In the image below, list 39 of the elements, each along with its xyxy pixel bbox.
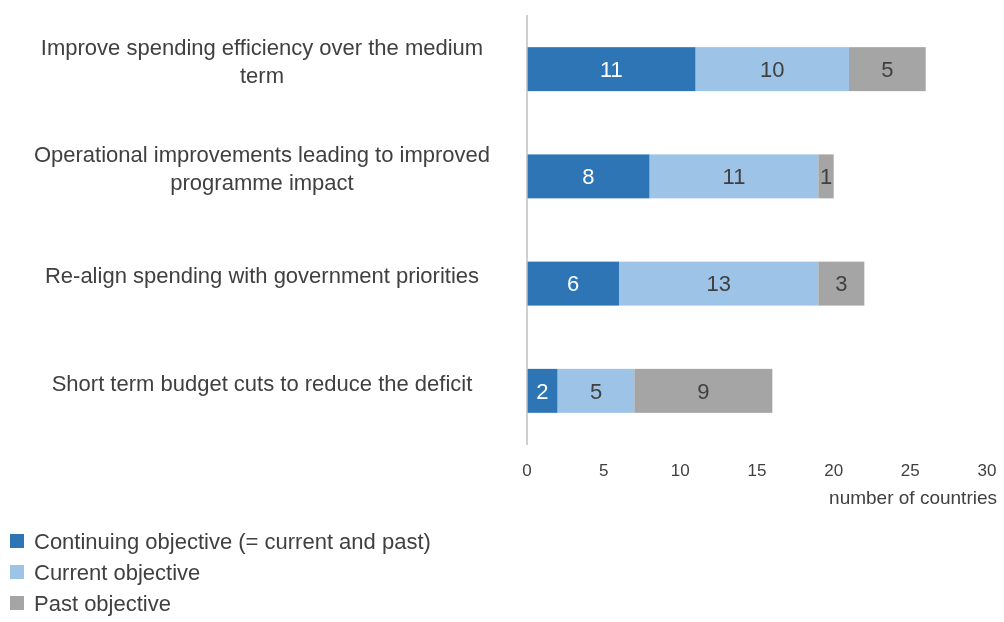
x-tick-label: 15 [747,460,767,480]
bar [849,47,926,92]
bar [818,261,865,306]
bar [527,368,558,413]
bar [649,154,819,199]
x-tick-label: 30 [977,460,997,480]
data-label: 6 [566,271,580,297]
bar [634,368,773,413]
data-label: 9 [697,378,710,404]
data-label: 10 [760,56,785,82]
data-label: 13 [706,271,731,297]
y-tick-label: Improve spending efficiency over the medium term [40,34,484,88]
data-label: 11 [599,56,623,82]
data-label: 11 [722,164,746,190]
x-tick-label: 20 [824,460,844,480]
bar [557,368,635,413]
bar [695,47,849,92]
bar [527,261,619,306]
bar [619,261,819,306]
data-label: 1 [819,164,833,190]
legend-label: Continuing objective (= current and past) [34,528,431,554]
x-tick-label: 10 [670,460,690,480]
data-label: 8 [582,164,595,190]
data-label: 2 [536,378,549,404]
x-tick-label: 0 [522,460,532,480]
data-label: 5 [589,378,603,404]
data-label: 5 [881,56,894,82]
y-tick-label: Operational improvements leading to improved programme impact [33,142,491,196]
y-tick-label: Short term budget cuts to reduce the deficit [51,370,473,396]
x-axis-title: number of countries [829,486,997,508]
x-tick-label: 25 [900,460,920,480]
x-tick-label: 5 [598,460,609,480]
bar [818,154,834,199]
bar [527,154,650,199]
bar [527,47,696,92]
data-label: 3 [835,271,848,297]
legend-label: Past objective [34,590,171,616]
legend-label: Current objective [34,559,201,585]
y-tick-label: Re-align spending with government priorities [44,263,480,289]
